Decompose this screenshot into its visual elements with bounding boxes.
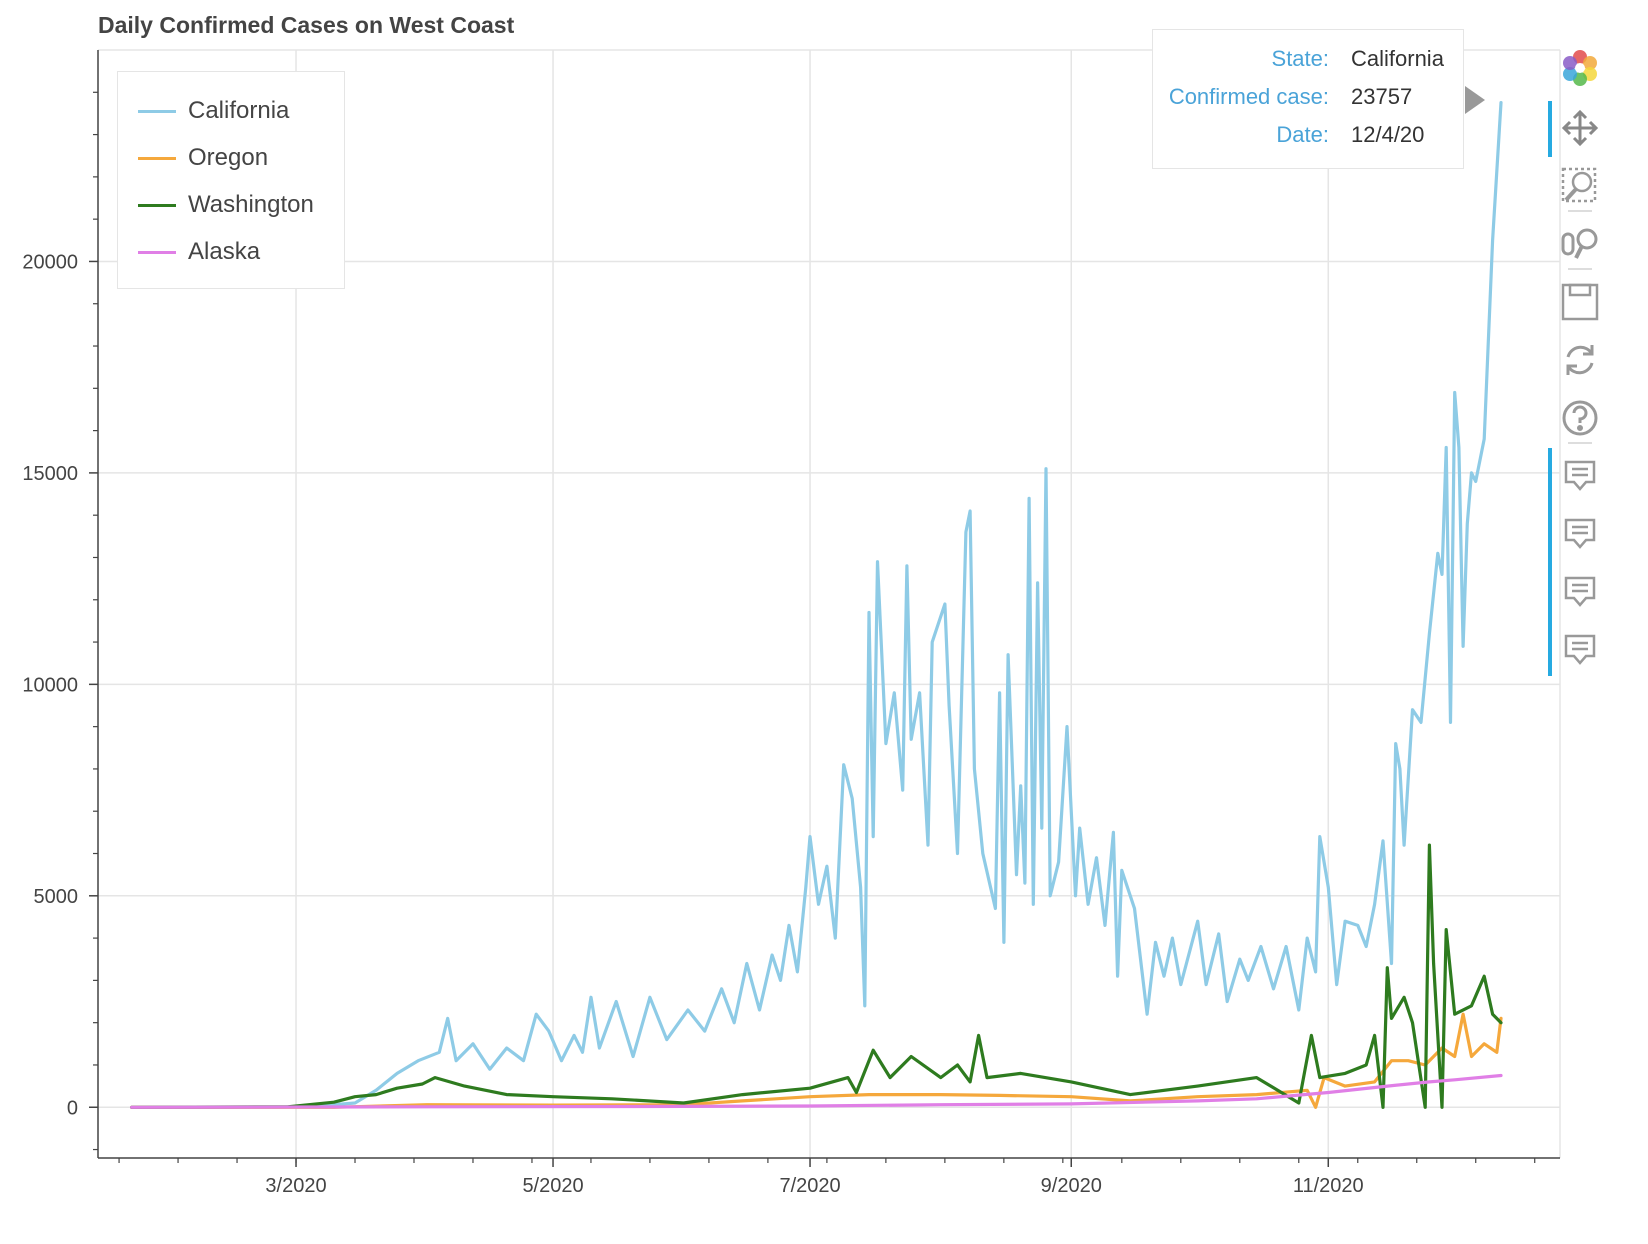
legend-label: Alaska [188,238,261,265]
y-tick-label: 10000 [22,674,78,696]
legend-item-washington[interactable]: Washington [138,190,314,220]
save-icon[interactable] [1560,282,1600,322]
box-zoom-icon[interactable] [1560,166,1600,206]
toolbar-divider [1568,210,1592,212]
y-tick-label: 5000 [34,886,79,908]
tooltip-key: Date: [1276,122,1329,147]
bokeh-logo-icon[interactable] [1560,48,1600,88]
legend-label: Oregon [188,144,269,171]
legend-swatch [138,156,176,160]
hover-icon[interactable] [1560,514,1600,554]
series-line-washington [130,843,1503,1109]
active-tool-indicator [1548,101,1552,157]
legend-swatch [138,203,176,207]
series-line-oregon [130,1012,1503,1109]
y-tick-label: 20000 [22,251,78,273]
y-tick-label: 0 [67,1097,78,1119]
chart-toolbar [1548,44,1608,724]
hover-icon[interactable] [1560,630,1600,670]
legend-item-california[interactable]: California [138,96,289,126]
x-tick-label: 7/2020 [779,1175,840,1197]
x-tick-label: 5/2020 [522,1175,583,1197]
x-tick-label: 9/2020 [1041,1175,1102,1197]
y-tick-label: 15000 [22,463,78,485]
tooltip-key: Confirmed case: [1168,84,1329,109]
tooltip-key: State: [1271,46,1329,71]
reset-icon[interactable] [1560,340,1600,380]
tooltip-row-state: State: California [1153,46,1453,76]
tooltip-pointer [1465,86,1485,114]
legend-swatch [138,109,176,113]
legend-label: Washington [188,191,314,218]
x-tick-label: 3/2020 [265,1175,326,1197]
pan-icon[interactable] [1560,108,1600,148]
series-line-alaska [130,1073,1503,1109]
hover-icon[interactable] [1560,572,1600,612]
series-layer [130,100,1503,1109]
tooltip-row-confirmed: Confirmed case: 23757 [1153,84,1453,114]
tooltip-row-date: Date: 12/4/20 [1153,122,1453,152]
legend-swatch [138,250,176,254]
help-icon[interactable] [1560,398,1600,438]
x-tick-label: 11/2020 [1293,1175,1364,1197]
legend[interactable]: California Oregon Washington Alaska [117,71,345,289]
chart-title: Daily Confirmed Cases on West Coast [98,12,515,38]
tooltip-value: 12/4/20 [1351,122,1425,147]
series-line-california [130,100,1503,1109]
hover-icon[interactable] [1560,456,1600,496]
legend-label: California [188,97,290,124]
toolbar-divider [1568,442,1592,444]
legend-item-oregon[interactable]: Oregon [138,143,268,173]
legend-item-alaska[interactable]: Alaska [138,237,260,267]
hover-tooltip: State: California Confirmed case: 23757 … [1152,29,1464,169]
tooltip-value: 23757 [1351,84,1413,109]
active-tool-indicator [1548,448,1552,676]
tooltip-value: California [1351,46,1444,71]
toolbar-divider [1568,268,1592,270]
axes: 0 5000 10000 15000 20000 3/2020 5/2020 7/2020 9/… [22,50,1560,1197]
wheel-zoom-icon[interactable] [1560,224,1600,264]
